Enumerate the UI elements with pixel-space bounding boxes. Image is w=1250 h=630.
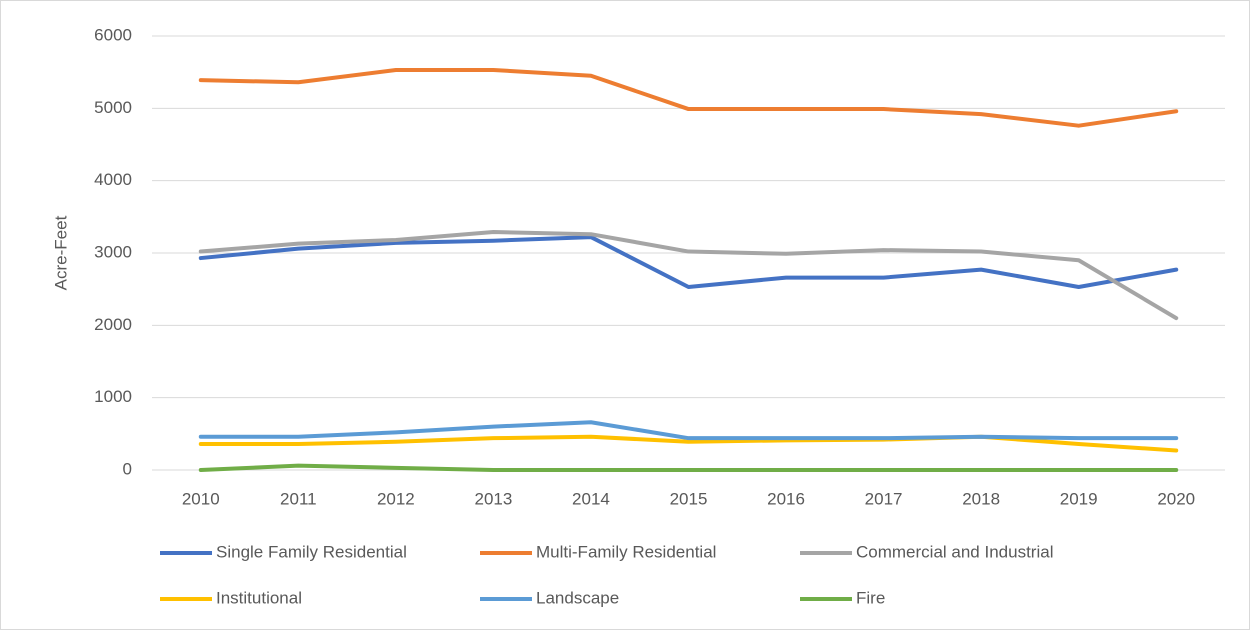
y-tick-label: 1000 [94,387,132,406]
legend-label: Institutional [216,588,302,607]
x-tick-label: 2020 [1157,489,1195,508]
series-line [198,67,1179,128]
y-tick-label: 3000 [94,242,132,261]
y-tick-label: 0 [123,459,132,478]
legend-label: Fire [856,588,885,607]
legend-label: Landscape [536,588,619,607]
x-tick-label: 2016 [767,489,805,508]
legend-label: Commercial and Industrial [856,542,1053,561]
x-tick-label: 2019 [1060,489,1098,508]
x-tick-label: 2014 [572,489,610,508]
x-tick-label: 2013 [474,489,512,508]
x-tick-label: 2012 [377,489,415,508]
y-axis-label: Acre-Feet [51,215,70,290]
x-tick-label: 2011 [280,489,317,508]
y-tick-label: 6000 [94,25,132,44]
y-tick-label: 5000 [94,98,132,117]
series-line [198,235,1179,289]
legend-label: Multi-Family Residential [536,542,716,561]
series-line [198,230,1179,321]
legend-label: Single Family Residential [216,542,407,561]
x-tick-label: 2010 [182,489,220,508]
y-tick-label: 2000 [94,315,132,334]
y-tick-label: 4000 [94,170,132,189]
series-line [198,463,1179,472]
x-tick-label: 2017 [865,489,903,508]
series-line [198,420,1179,441]
x-tick-label: 2015 [670,489,708,508]
x-tick-label: 2018 [962,489,1000,508]
